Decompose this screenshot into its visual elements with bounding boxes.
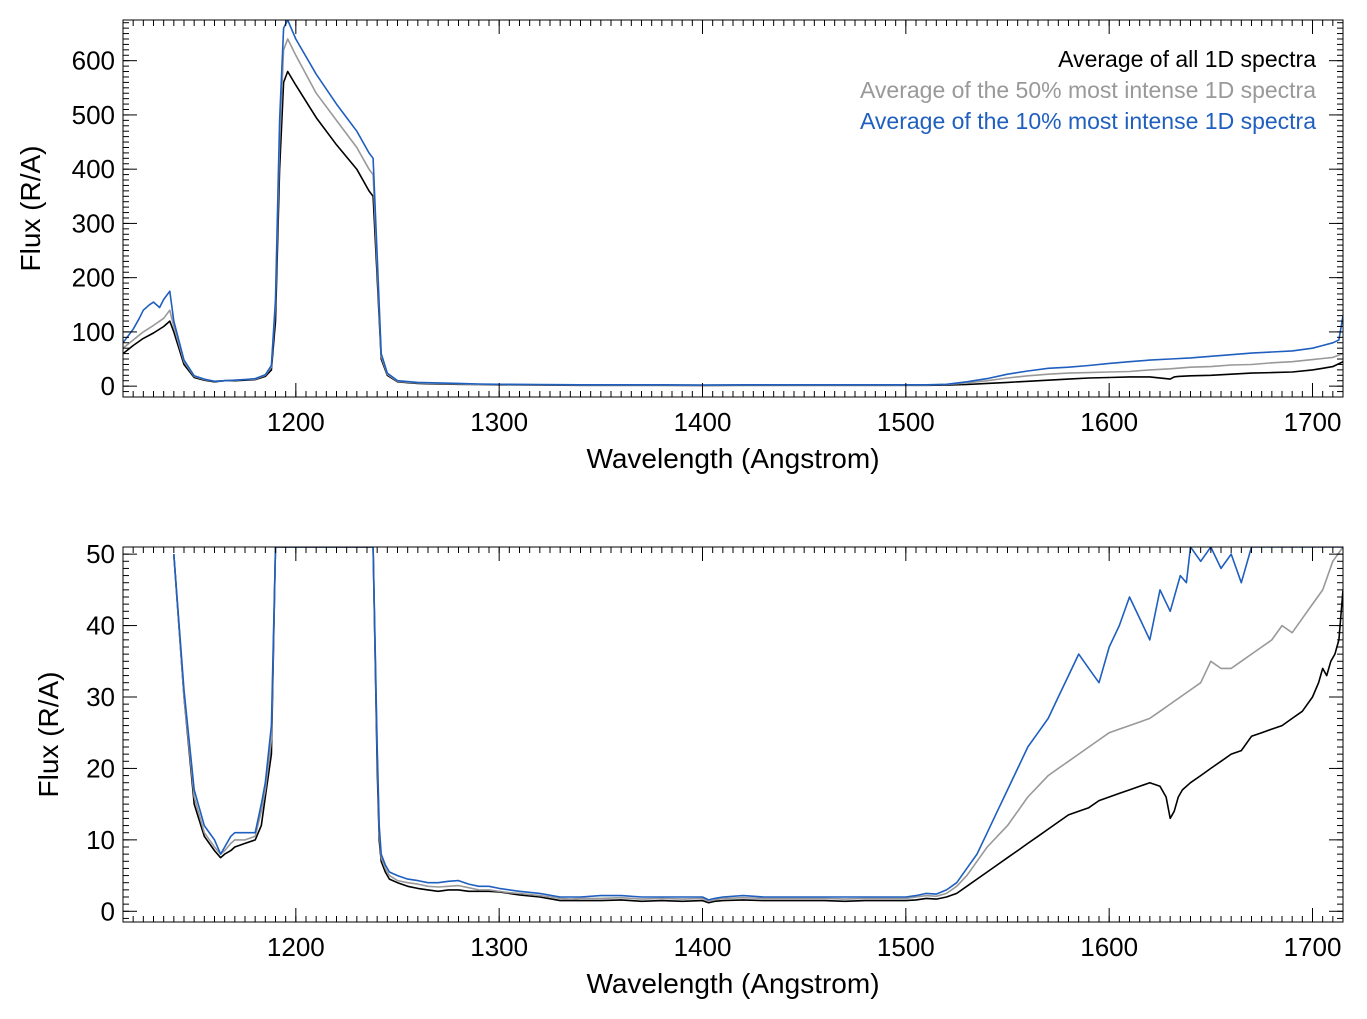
- x-tick-label: 1700: [1284, 407, 1342, 437]
- y-tick-label: 0: [101, 371, 115, 401]
- y-tick-label: 500: [72, 100, 115, 130]
- y-tick-label: 300: [72, 208, 115, 238]
- x-tick-label: 1400: [674, 932, 732, 962]
- y-tick-label: 100: [72, 317, 115, 347]
- y-tick-label: 200: [72, 263, 115, 293]
- legend-entry-2: Average of the 10% most intense 1D spect…: [860, 108, 1316, 134]
- series-line-2: [123, 20, 1343, 386]
- x-axis-label: Wavelength (Angstrom): [586, 968, 879, 999]
- x-tick-label: 1600: [1080, 932, 1138, 962]
- x-tick-label: 1500: [877, 932, 935, 962]
- x-tick-label: 1300: [470, 932, 528, 962]
- y-tick-label: 0: [101, 896, 115, 926]
- y-tick-label: 20: [86, 753, 115, 783]
- x-tick-label: 1600: [1080, 407, 1138, 437]
- y-tick-label: 40: [86, 611, 115, 641]
- top-panel: 1200 1300 1400 1500 1600 1700 0 100 200 300 400 500…: [15, 19, 1344, 474]
- bottom-panel: 1200 1300 1400 1500 1600 1700 0 10 20 30 40 50 Wavel…: [33, 539, 1344, 999]
- x-tick-label: 1700: [1284, 932, 1342, 962]
- y-tick-label: 600: [72, 46, 115, 76]
- y-axis-label: Flux (R/A): [33, 672, 64, 798]
- x-tick-label: 1200: [267, 932, 325, 962]
- x-axis-label: Wavelength (Angstrom): [586, 443, 879, 474]
- series-line-2: [173, 547, 1343, 901]
- axis-ticks: [122, 546, 1344, 922]
- x-tick-label: 1400: [674, 407, 732, 437]
- y-tick-label: 10: [86, 825, 115, 855]
- y-tick-label: 50: [86, 539, 115, 569]
- x-tick-label: 1200: [267, 407, 325, 437]
- y-tick-label: 30: [86, 682, 115, 712]
- axis-ticks: [122, 20, 1344, 398]
- y-axis-label: Flux (R/A): [15, 146, 46, 272]
- series-group: [173, 547, 1343, 904]
- x-tick-label: 1500: [877, 407, 935, 437]
- y-tick-label: 400: [72, 154, 115, 184]
- legend-entry-1: Average of the 50% most intense 1D spect…: [860, 77, 1316, 103]
- legend-entry-0: Average of all 1D spectra: [1058, 46, 1316, 72]
- x-tick-label: 1300: [470, 407, 528, 437]
